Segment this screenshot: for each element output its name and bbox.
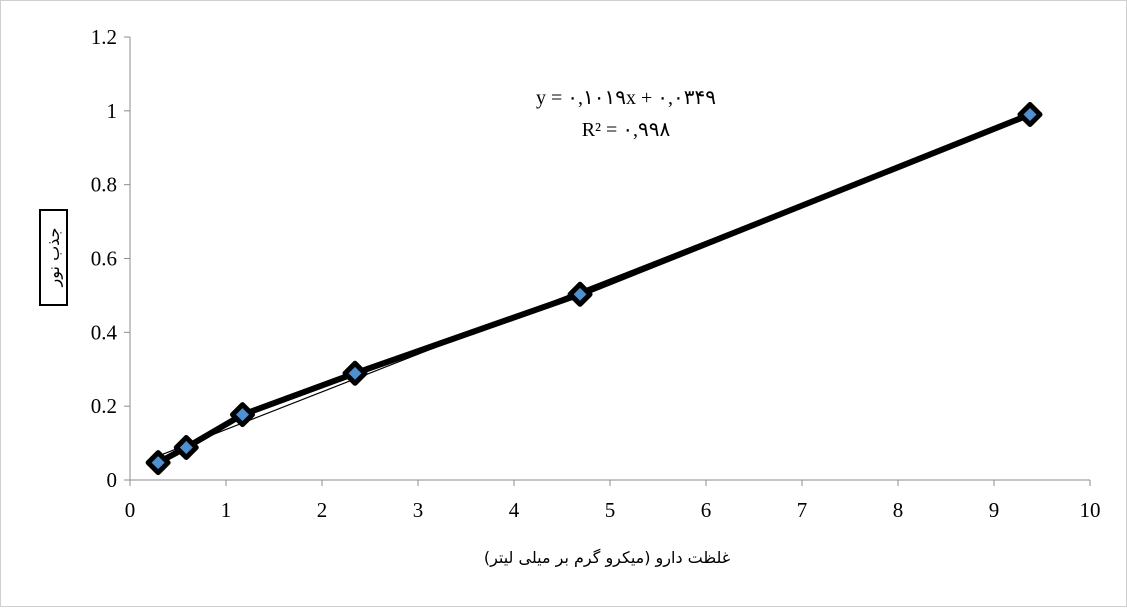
axes	[124, 36, 1091, 486]
x-tick-label: 5	[605, 498, 616, 522]
data-point	[567, 281, 593, 307]
trendline-equation: y = ۰,۱۰۱۹x + ۰,۰۳۴۹	[536, 87, 716, 109]
x-tick-label: 10	[1080, 498, 1101, 522]
x-tick-label: 9	[989, 498, 1000, 522]
x-tick-label: 7	[797, 498, 808, 522]
x-tick-label: 6	[701, 498, 712, 522]
markers	[145, 102, 1043, 476]
data-line	[155, 111, 1033, 466]
x-tick-label: 8	[893, 498, 904, 522]
y-tick-label: 0	[107, 468, 118, 492]
x-tick-label: 3	[413, 498, 424, 522]
y-tick-label: 0.4	[91, 320, 118, 344]
data-point	[145, 450, 171, 476]
y-axis-title-frame	[39, 209, 68, 306]
x-tick-label: 1	[221, 498, 232, 522]
data-point	[230, 402, 256, 428]
x-tick-label: 4	[509, 498, 520, 522]
r-squared-label: R² = ۰,۹۹۸	[582, 119, 671, 141]
y-tick-label: 0.6	[91, 247, 117, 271]
trendline	[157, 113, 1031, 457]
data-point	[342, 360, 368, 386]
series	[155, 111, 1033, 466]
x-axis-title: غلظت دارو (میکرو گرم بر میلی لیتر)	[484, 548, 730, 568]
y-axis-title: جذب نور	[44, 228, 64, 288]
y-tick-label: 1.2	[91, 25, 117, 49]
tick-labels: 0 0.2 0.4 0.6 0.8 1 1.2 0 1 2 3 4 5 6 7 8 9 10	[91, 25, 1101, 522]
y-tick-label: 1	[107, 99, 118, 123]
y-tick-label: 0.8	[91, 173, 117, 197]
data-point	[173, 435, 199, 461]
y-tick-label: 0.2	[91, 394, 117, 418]
x-tick-label: 0	[125, 498, 136, 522]
x-tick-label: 2	[317, 498, 328, 522]
data-point	[1017, 102, 1043, 128]
y-axis-title-box: جذب نور	[39, 209, 68, 306]
